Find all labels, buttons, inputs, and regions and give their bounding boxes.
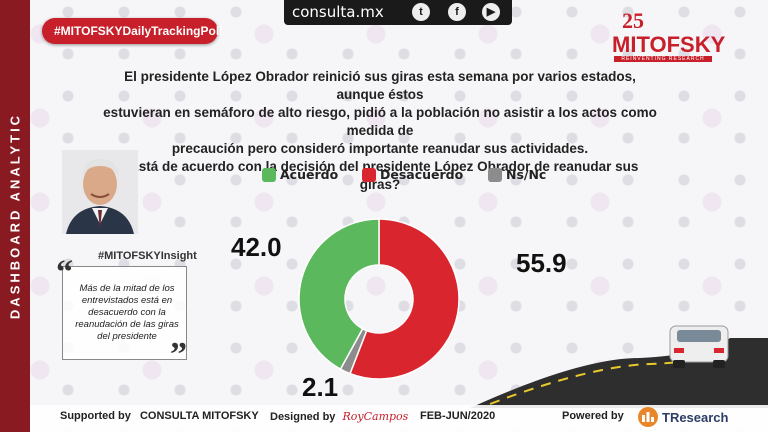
slice-acuerdo xyxy=(298,218,380,371)
footer-powered-value: TResearch xyxy=(662,410,729,425)
footer-designed: Designed by RoyCampos xyxy=(270,410,408,423)
sidebar-band: DASHBOARD ANALYTIC xyxy=(0,0,30,432)
hashtag-badge: #MITOFSKYDailyTrackingPoll xyxy=(42,18,223,44)
insight-text: Más de la mitad de los entrevistados est… xyxy=(75,283,179,342)
car-icon xyxy=(669,325,729,368)
legend-label: Acuerdo xyxy=(280,167,339,182)
site-bar: consulta.mx t f ▶ xyxy=(284,0,512,25)
question-line: estuvieran en semáforo de alto riesgo, p… xyxy=(103,105,657,138)
facebook-icon[interactable]: f xyxy=(448,3,466,21)
donut-chart xyxy=(298,218,460,380)
designed-label: Designed by xyxy=(270,411,336,423)
value-label-nsnc: 2.1 xyxy=(302,372,339,402)
close-quote-icon: ” xyxy=(170,336,187,373)
open-quote-icon: “ xyxy=(56,254,73,291)
mitofsky-logo: 25 MITOFSKY REINVENTING RESEARCH xyxy=(612,8,725,64)
sidebar-label: DASHBOARD ANALYTIC xyxy=(7,112,23,320)
value-label-desacuerdo: 55.9 xyxy=(516,248,567,278)
supported-label: Supported by xyxy=(60,410,131,422)
site-link[interactable]: consulta.mx xyxy=(292,3,384,21)
footer-supported: Supported by CONSULTA MITOFSKY xyxy=(60,410,259,422)
question-line: precaución pero consideró importante rea… xyxy=(171,141,589,156)
youtube-icon[interactable]: ▶ xyxy=(482,3,500,21)
insight-box xyxy=(62,266,187,360)
logo-tagline: REINVENTING RESEARCH xyxy=(614,56,712,62)
legend-swatch xyxy=(362,168,376,182)
question-line: El presidente López Obrador reinició sus… xyxy=(124,69,636,102)
slice-desacuerdo xyxy=(349,218,460,380)
road-illustration xyxy=(470,325,768,408)
logo-number: 25 xyxy=(622,8,644,33)
legend-label: Ns/Nc xyxy=(506,167,547,182)
tresearch-logo-icon xyxy=(638,407,658,427)
legend-label: Desacuerdo xyxy=(380,167,464,182)
president-portrait xyxy=(62,150,138,234)
insight-title: #MITOFSKYInsight xyxy=(98,250,197,262)
footer-period: FEB-JUN/2020 xyxy=(420,410,496,422)
designed-value: RoyCampos xyxy=(342,410,409,423)
legend-swatch xyxy=(262,168,276,182)
survey-question: El presidente López Obrador reinició sus… xyxy=(100,68,660,194)
value-label-acuerdo: 42.0 xyxy=(231,232,282,262)
footer-powered-label: Powered by xyxy=(562,410,624,422)
logo-name: MITOFSKY xyxy=(612,32,726,57)
supported-value: CONSULTA MITOFSKY xyxy=(139,410,259,422)
twitter-icon[interactable]: t xyxy=(412,3,430,21)
legend-swatch xyxy=(488,168,502,182)
